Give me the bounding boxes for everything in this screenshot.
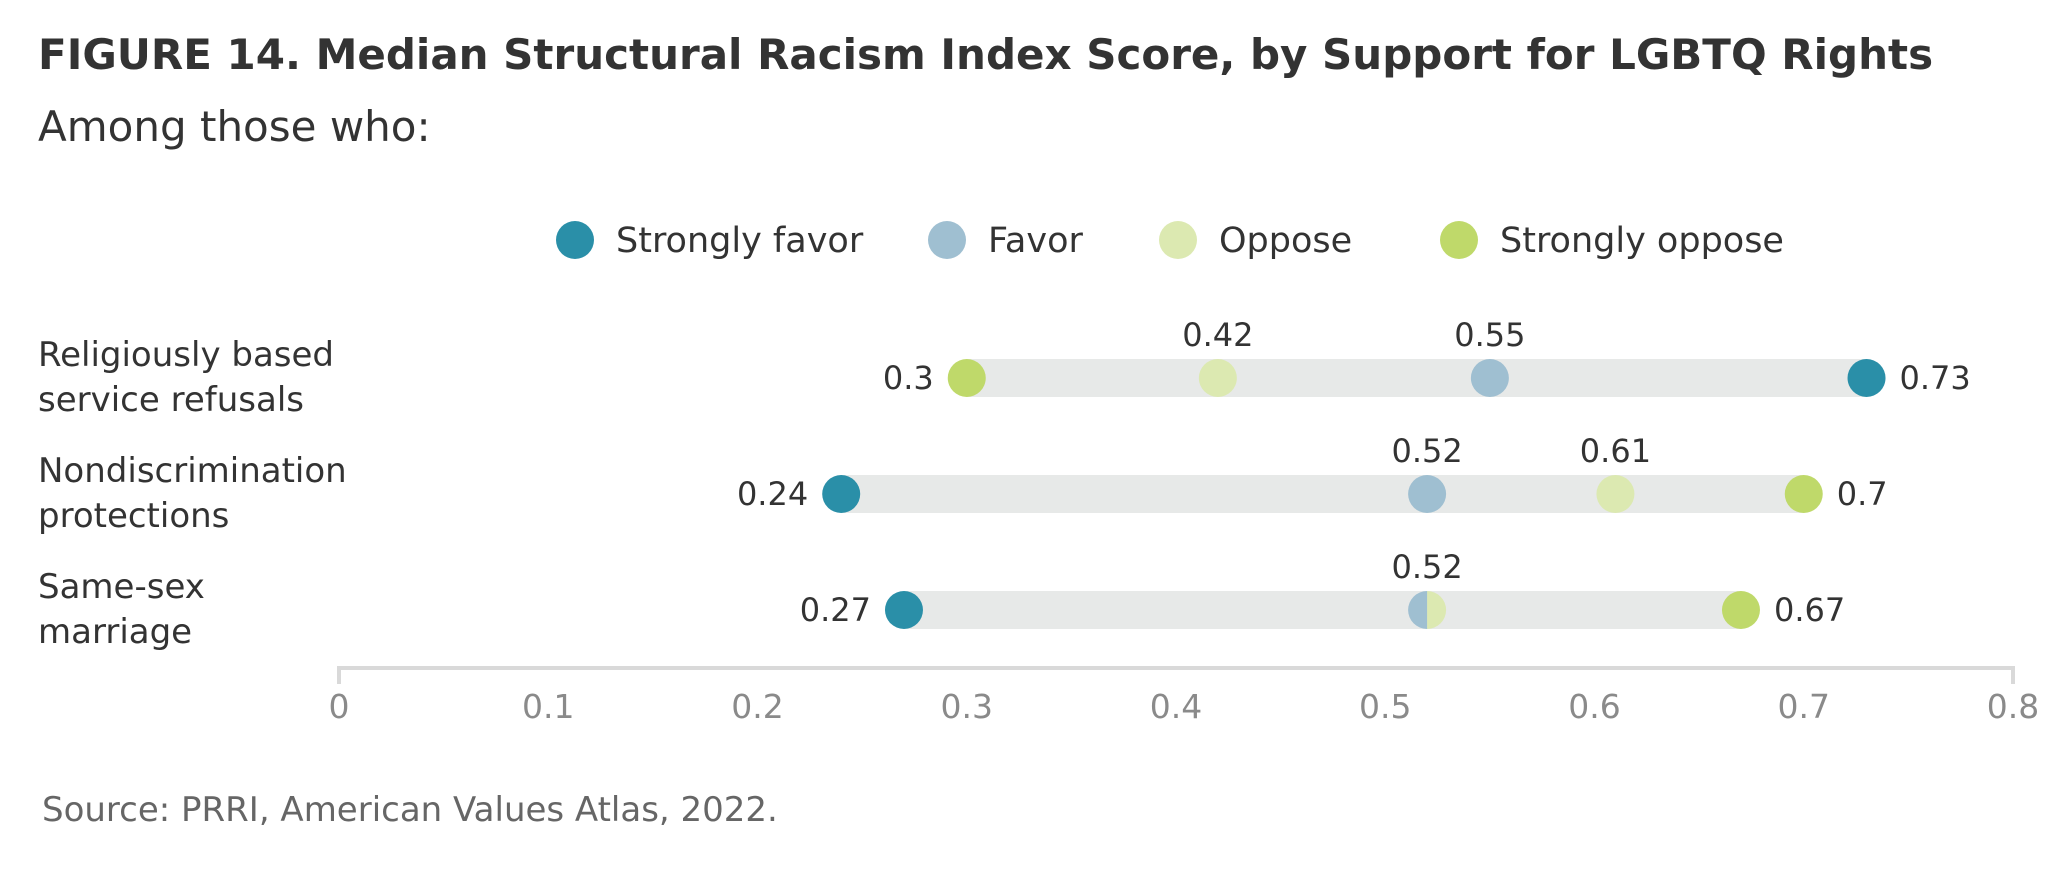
legend-marker-strongly_favor (556, 221, 594, 259)
dot-strongly_oppose (1721, 591, 1760, 629)
legend-marker-oppose (1159, 221, 1197, 259)
chart-title: FIGURE 14. Median Structural Racism Inde… (38, 30, 1934, 79)
legend-label-favor: Favor (988, 221, 1083, 261)
legend-label-oppose: Oppose (1219, 221, 1352, 261)
dot-strongly_oppose (947, 359, 986, 397)
tick-label: 0.2 (731, 687, 783, 726)
range-bar (903, 591, 1741, 629)
source-note: Source: PRRI, American Values Atlas, 202… (42, 790, 778, 830)
range-bar (966, 359, 1867, 397)
row-label: Nondiscrimination protections (38, 451, 347, 536)
dot-strongly_oppose (1784, 475, 1823, 513)
data-label: 0.7 (1837, 475, 1888, 513)
row-label: Same-sex marriage (38, 567, 205, 652)
data-label: 0.61 (1580, 432, 1651, 470)
chart-rows: Religiously based service refusals 0.3 0.42… (38, 316, 1971, 652)
legend-label-strongly_oppose: Strongly oppose (1500, 221, 1784, 261)
legend-label-strongly_favor: Strongly favor (616, 221, 864, 261)
x-axis: 0 0.1 0.2 0.3 0.4 0.5 0.6 0.7 0.8 (329, 666, 2039, 726)
data-label: 0.27 (800, 591, 871, 629)
tick-label: 0.1 (522, 687, 574, 726)
tick-label: 0.6 (1568, 687, 1620, 726)
dot-favor (1408, 475, 1447, 513)
range-bar (841, 475, 1804, 513)
data-label: 0.42 (1182, 316, 1253, 354)
data-label: 0.24 (737, 475, 808, 513)
data-label: 0.3 (883, 359, 934, 397)
dot-strongly_favor (884, 591, 923, 629)
data-label: 0.52 (1391, 548, 1462, 586)
row-label: Religiously based service refusals (38, 335, 334, 420)
tick-label: 0.7 (1778, 687, 1830, 726)
dot-favor (1408, 591, 1428, 629)
data-label: 0.52 (1391, 432, 1462, 470)
data-label: 0.73 (1900, 359, 1971, 397)
dot-oppose (1198, 359, 1237, 397)
chart-row: Nondiscrimination protections 0.24 0.52 0.61… (38, 432, 1888, 536)
legend-marker-favor (928, 221, 966, 259)
data-label: 0.55 (1454, 316, 1525, 354)
dot-strongly_favor (1847, 359, 1886, 397)
tick-label: 0.8 (1987, 687, 2039, 726)
chart-row: Same-sex marriage 0.27 0.52 0.67 (38, 548, 1845, 652)
tick-label: 0 (329, 687, 350, 726)
tick-label: 0.4 (1150, 687, 1202, 726)
chart-row: Religiously based service refusals 0.3 0.42… (38, 316, 1971, 420)
tick-label: 0.5 (1359, 687, 1411, 726)
tick-label: 0.3 (941, 687, 993, 726)
chart-subtitle: Among those who: (38, 102, 431, 151)
dot-oppose (1427, 591, 1447, 629)
dot-favor (1470, 359, 1509, 397)
dot-oppose (1596, 475, 1635, 513)
dot-strongly_favor (822, 475, 861, 513)
data-label: 0.67 (1774, 591, 1845, 629)
legend-marker-strongly_oppose (1440, 221, 1478, 259)
chart-legend: Strongly favor Favor Oppose Strongly oppose (556, 221, 1784, 261)
